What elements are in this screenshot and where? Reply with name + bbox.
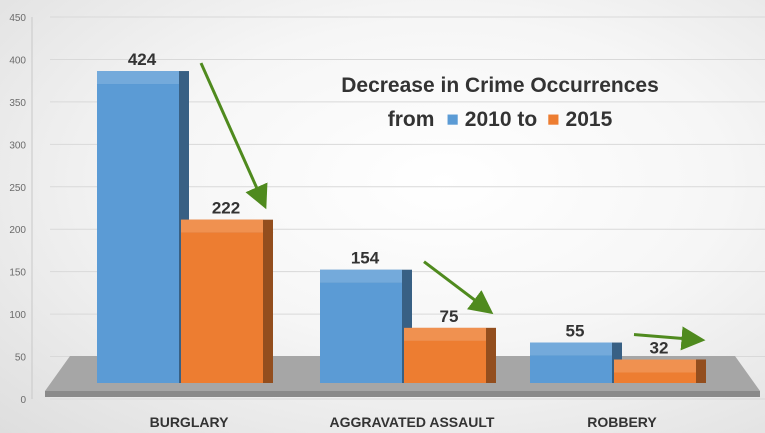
floor-edge	[45, 391, 760, 397]
bar-cap-2015-2	[614, 359, 696, 373]
trend-arrow-0	[199, 62, 268, 210]
y-tick-label-350: 350	[9, 98, 26, 109]
bar-2015-2	[614, 372, 696, 383]
bar-cap-2015-0	[181, 219, 263, 233]
bar-2010-1	[320, 282, 402, 383]
legend-label-2015: 2015	[566, 108, 613, 131]
x-category-label-2: ROBBERY	[587, 414, 657, 430]
data-label-2015-2: 32	[650, 338, 669, 357]
y-tick-label-250: 250	[9, 183, 26, 194]
legend-label-2010: 2010 to	[465, 108, 537, 131]
legend-swatch-2015: ■	[547, 108, 560, 131]
category-labels: BURGLARY AGGRAVATED ASSAULT ROBBERY	[150, 414, 658, 430]
bar-shadow-2015-0	[263, 219, 273, 383]
y-tick-label-150: 150	[9, 268, 26, 279]
title-prefix: from	[388, 108, 435, 131]
chart-title-line-1: Decrease in Crime Occurrences	[341, 74, 659, 97]
data-label-2010-1: 154	[351, 249, 380, 268]
y-tick-label-400: 400	[9, 55, 26, 66]
data-label-2015-0: 222	[212, 199, 240, 218]
bar-2015-1	[404, 340, 486, 383]
bar-cap-2015-1	[404, 327, 486, 341]
y-tick-label-450: 450	[9, 13, 26, 24]
bar-cap-2010-0	[97, 71, 179, 85]
bar-cap-2010-1	[320, 269, 402, 283]
chart-title-line-2: from ■ 2010 to ■ 2015	[388, 108, 613, 131]
y-tick-label-50: 50	[15, 353, 27, 364]
x-category-label-1: AGGRAVATED ASSAULT	[330, 414, 495, 430]
y-tick-label-200: 200	[9, 225, 26, 236]
bar-shadow-2015-1	[486, 327, 496, 383]
data-label-2015-1: 75	[440, 307, 459, 326]
y-tick-label-0: 0	[20, 395, 26, 406]
y-tick-label-300: 300	[9, 140, 26, 151]
x-category-label-0: BURGLARY	[150, 414, 229, 430]
trend-arrow-1	[423, 260, 494, 315]
trend-arrow-2	[633, 326, 706, 351]
trend-arrows	[199, 62, 706, 351]
bar-cap-2010-2	[530, 342, 612, 356]
y-axis: 0 50 100 150 200 250 300 350 400 450	[9, 13, 33, 406]
bar-2015-0	[181, 232, 263, 383]
data-label-2010-0: 424	[128, 50, 157, 69]
chart-title: Decrease in Crime Occurrences from ■ 201…	[341, 74, 659, 131]
bar-2010-0	[97, 84, 179, 383]
bars	[97, 71, 706, 383]
bar-2010-2	[530, 355, 612, 383]
data-label-2010-2: 55	[566, 322, 585, 341]
bar-shadow-2010-1	[402, 269, 412, 383]
legend-swatch-2010: ■	[446, 108, 459, 131]
data-labels: 424 222 154 75 55 32	[128, 50, 669, 357]
bar-shadow-2015-2	[696, 359, 706, 383]
y-tick-label-100: 100	[9, 310, 26, 321]
